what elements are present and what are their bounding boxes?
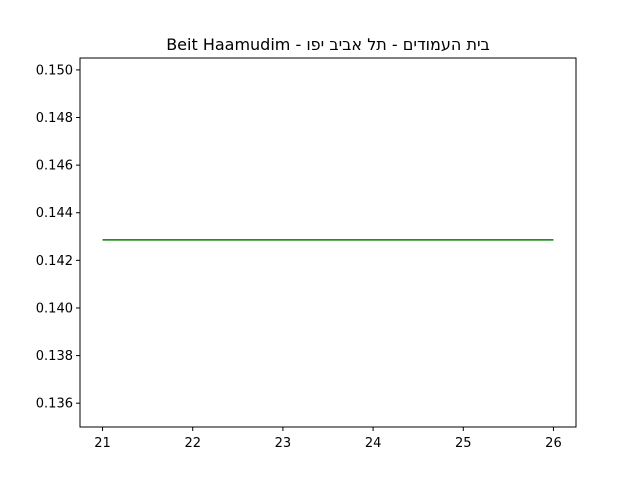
y-tick-label: 0.140 <box>36 301 73 316</box>
chart-title: Beit Haamudim - בית העמודים - תל אביב יפ… <box>166 35 490 54</box>
y-tick-label: 0.138 <box>36 349 73 364</box>
x-tick-label: 26 <box>545 436 562 451</box>
y-axis: 0.136 0.138 0.140 0.142 0.144 0.146 0.148 0.150 <box>36 63 80 412</box>
y-tick-label: 0.146 <box>36 159 73 174</box>
y-tick-label: 0.136 <box>36 397 73 412</box>
x-tick-label: 25 <box>455 436 472 451</box>
x-tick-label: 23 <box>275 436 292 451</box>
y-tick-label: 0.142 <box>36 254 73 269</box>
x-tick-label: 21 <box>94 436 111 451</box>
x-axis: 21 22 23 24 25 26 <box>94 427 562 451</box>
y-tick-label: 0.144 <box>36 206 73 221</box>
x-tick-label: 22 <box>184 436 201 451</box>
y-tick-label: 0.150 <box>36 63 73 78</box>
plot-frame <box>79 57 577 428</box>
y-tick-label: 0.148 <box>36 111 73 126</box>
x-tick-label: 24 <box>365 436 382 451</box>
